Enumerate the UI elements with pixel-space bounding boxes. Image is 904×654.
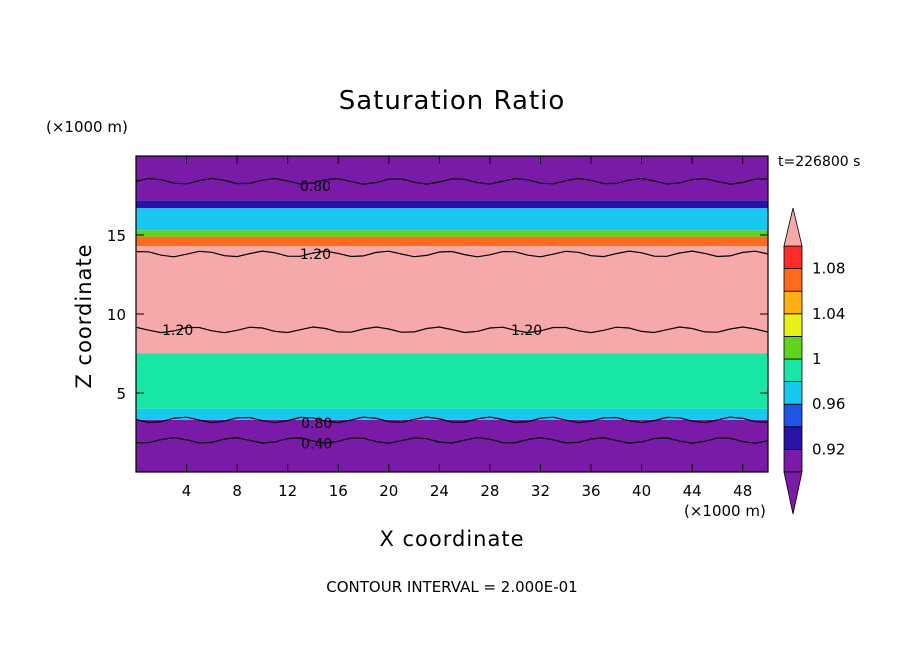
y-tick-label: 5: [116, 385, 126, 403]
colorbar-tick-label: 0.92: [812, 440, 845, 458]
x-axis-unit: (×1000 m): [684, 502, 766, 520]
field-band-3: [136, 246, 768, 354]
x-tick-label: 20: [379, 482, 398, 500]
colorbar-tick-label: 1: [812, 350, 822, 368]
x-tick-label: 16: [329, 482, 348, 500]
time-label: t=226800 s: [778, 154, 861, 170]
contour-label-0: 0.80: [300, 179, 331, 195]
contour-line-3: [136, 416, 768, 424]
colorbar-segment-3: [783, 381, 803, 405]
saturation-field: 0.80 1.20 1.20 1.20 0.80 0.40: [136, 156, 768, 472]
y-tick-label: 10: [107, 306, 126, 324]
colorbar: 0.92 0.96 1 1.04 1.08: [783, 207, 845, 515]
field-band-2: [136, 353, 768, 409]
contour-line-0: [136, 177, 768, 185]
colorbar-tick-label: 1.08: [812, 260, 845, 278]
field-band-4: [136, 236, 768, 247]
field-band-6: [136, 208, 768, 231]
colorbar-tick-label: 0.96: [812, 395, 845, 413]
colorbar-segment-2: [783, 403, 803, 428]
field-band-1: [136, 408, 768, 420]
contour-line-4: [136, 436, 768, 444]
colorbar-segment-7: [783, 290, 803, 315]
contour-label-3: 1.20: [511, 323, 542, 339]
x-tick-label: 8: [232, 482, 242, 500]
x-axis-label: X coordinate: [379, 527, 525, 551]
colorbar-segment-0: [783, 448, 803, 473]
contour-label-2: 1.20: [162, 323, 193, 339]
x-tick-label: 24: [430, 482, 449, 500]
x-tick-label: 4: [182, 482, 192, 500]
colorbar-over-arrow: [783, 207, 803, 247]
x-tick-label: 44: [683, 482, 702, 500]
y-tick-label: 15: [107, 227, 126, 245]
y-axis: 5 10 15: [107, 227, 768, 403]
field-band-0: [136, 419, 768, 472]
contour-label-1: 1.20: [300, 247, 331, 263]
field-band-8: [136, 156, 768, 201]
contour-label-4: 0.80: [301, 416, 332, 432]
x-tick-label: 40: [632, 482, 651, 500]
contour-line-1: [136, 250, 768, 258]
x-axis: 4 8 12 16 20 24 28 32 36 40 44 48: [182, 156, 752, 500]
colorbar-segment-8: [783, 268, 803, 292]
colorbar-segment-9: [783, 245, 803, 270]
contour-interval-label: CONTOUR INTERVAL = 2.000E-01: [326, 578, 578, 596]
contour-label-5: 0.40: [301, 437, 332, 453]
colorbar-segment-1: [783, 426, 803, 450]
field-band-7: [136, 200, 768, 209]
x-tick-label: 36: [581, 482, 600, 500]
chart-title: Saturation Ratio: [338, 86, 566, 116]
x-tick-label: 32: [531, 482, 550, 500]
x-tick-label: 28: [480, 482, 499, 500]
x-tick-label: 12: [278, 482, 297, 500]
contour-line-2: [136, 326, 768, 334]
colorbar-segment-4: [783, 358, 803, 383]
colorbar-tick-label: 1.04: [812, 305, 845, 323]
field-band-5: [136, 230, 768, 237]
colorbar-under-arrow: [783, 471, 803, 515]
y-axis-unit: (×1000 m): [46, 118, 128, 136]
x-tick-label: 48: [733, 482, 752, 500]
colorbar-segment-6: [783, 313, 803, 337]
colorbar-segment-5: [783, 335, 803, 360]
